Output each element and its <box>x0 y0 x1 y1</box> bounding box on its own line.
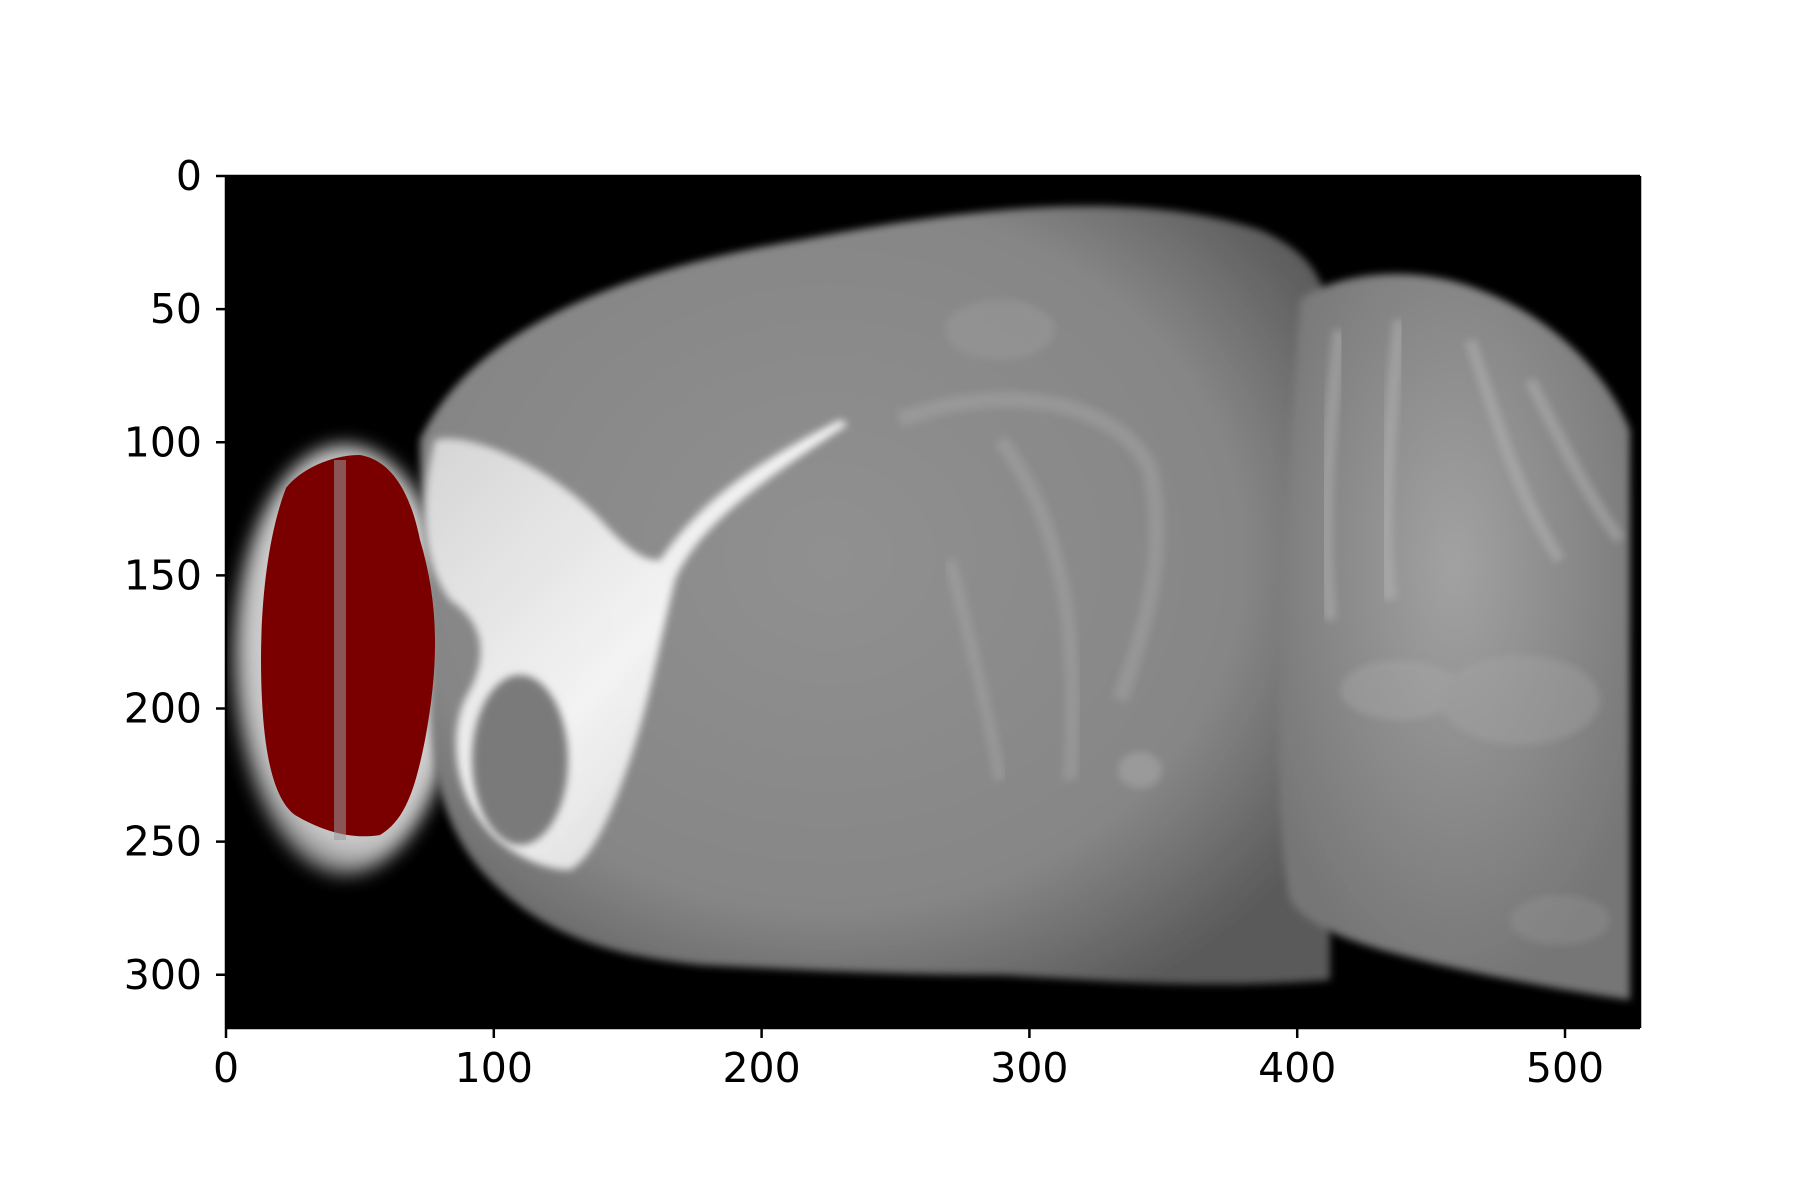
x-tick-label: 100 <box>455 1044 533 1092</box>
x-tick-label: 200 <box>722 1044 800 1092</box>
x-tick-label: 400 <box>1258 1044 1336 1092</box>
inner-dark-loop <box>472 675 568 845</box>
y-tick-label: 50 <box>150 285 202 333</box>
overlay-region <box>261 455 436 837</box>
y-tick-label: 250 <box>124 818 202 866</box>
x-axis: 0 100 200 300 400 500 <box>213 1028 1604 1092</box>
y-axis: 0 50 100 150 200 250 300 <box>124 152 226 999</box>
x-tick-label: 300 <box>990 1044 1068 1092</box>
cerebellar-folia <box>1318 319 1625 945</box>
y-tick-label: 0 <box>176 152 202 200</box>
axis-frame <box>224 174 1642 1030</box>
hippocampus-folds <box>897 300 1165 788</box>
y-tick-label: 150 <box>124 551 202 599</box>
x-tick-label: 500 <box>1526 1044 1604 1092</box>
y-tick-label: 200 <box>124 685 202 733</box>
cerebellum <box>1278 273 1630 1000</box>
x-tick-label: 0 <box>213 1044 239 1092</box>
overlay-gap <box>334 460 346 840</box>
brain-volume-image <box>226 176 1640 1028</box>
y-tick-label: 100 <box>124 418 202 466</box>
cerebrum <box>420 206 1330 985</box>
y-tick-label: 300 <box>124 951 202 999</box>
